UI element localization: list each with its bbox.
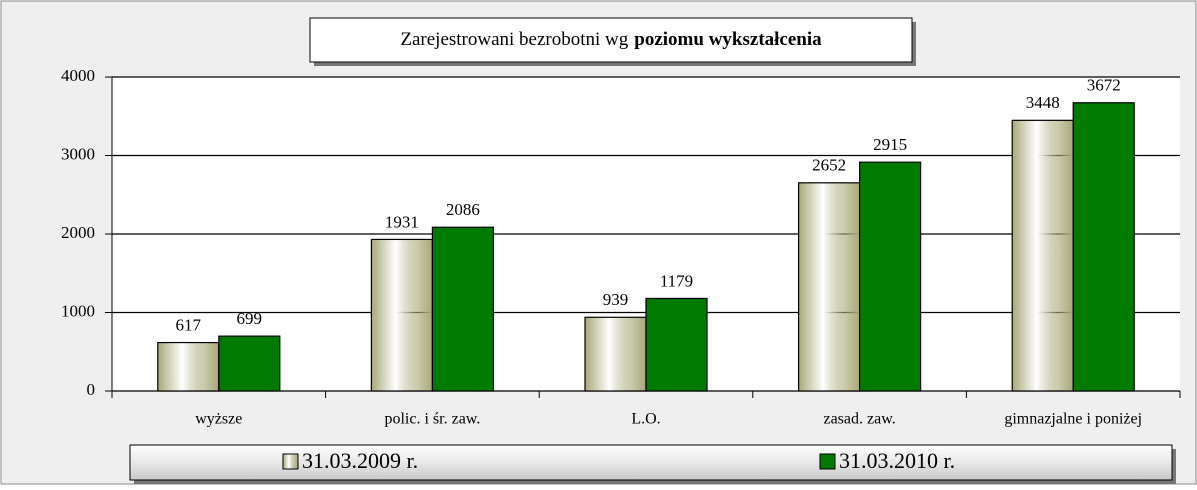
value-label: 2915 <box>873 135 907 154</box>
y-tick-label: 2000 <box>61 223 95 242</box>
legend-label: 31.03.2010 r. <box>839 448 955 473</box>
title-bold: poziomu wykształcenia <box>634 29 822 50</box>
x-tick-label: wyższe <box>195 411 242 428</box>
value-label: 2652 <box>812 156 846 175</box>
value-label: 617 <box>176 315 202 334</box>
bar <box>1072 102 1135 392</box>
legend-label: 31.03.2009 r. <box>302 448 418 473</box>
y-tick-label: 1000 <box>61 301 95 320</box>
value-label: 2086 <box>446 200 480 219</box>
bar <box>645 297 708 392</box>
y-tick-label: 0 <box>87 380 96 399</box>
value-label: 3672 <box>1087 76 1121 95</box>
y-tick-label: 3000 <box>61 144 95 163</box>
bar <box>431 226 494 392</box>
bar <box>797 182 861 392</box>
bar <box>157 341 220 392</box>
value-label: 1179 <box>660 271 693 290</box>
bar <box>218 335 281 392</box>
x-tick-label: polic. i śr. zaw. <box>384 411 480 428</box>
value-label: 3448 <box>1026 93 1060 112</box>
y-tick-label: 4000 <box>61 66 95 85</box>
legend-swatch <box>282 453 299 470</box>
title-box <box>309 17 913 63</box>
bar <box>1011 119 1074 392</box>
title-normal: Zarejestrowani bezrobotni wg <box>400 29 628 50</box>
bar <box>584 316 647 392</box>
value-label: 699 <box>237 309 263 328</box>
layer: 0 1000 2000 3000 4000 wyższe 617 699 polic. i śr… <box>61 66 1181 473</box>
bar <box>370 238 433 392</box>
value-label: 939 <box>603 290 629 309</box>
x-tick-label: zasad. zaw. <box>823 411 895 428</box>
bar <box>858 161 922 392</box>
chart-title: Zarejestrowani bezrobotni wg poziomu wyks… <box>400 29 822 50</box>
x-tick-label: L.O. <box>631 411 660 428</box>
legend-swatch <box>819 453 836 470</box>
legend-box <box>129 444 1173 481</box>
value-label: 1931 <box>385 212 419 231</box>
x-tick-label: gimnazjalne i poniżej <box>1004 411 1142 428</box>
